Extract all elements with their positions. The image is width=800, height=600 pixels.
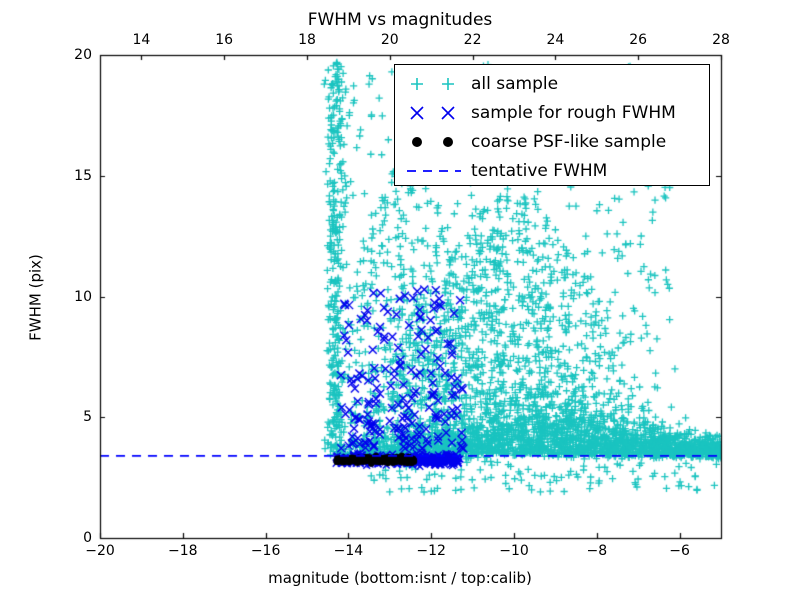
x-tick-label-bottom: −20 <box>85 543 115 559</box>
legend-item: sample for rough FWHM <box>395 98 711 128</box>
plus-icon <box>403 69 465 99</box>
x-tick-label-bottom: −12 <box>416 543 446 559</box>
legend-item: all sample <box>395 69 711 99</box>
x-tick-label-top: 18 <box>298 32 316 48</box>
dashed-line-icon <box>403 156 465 186</box>
dot-icon <box>403 127 465 157</box>
legend-item-label: tentative FWHM <box>471 161 608 181</box>
x-tick-label-top: 24 <box>546 32 565 48</box>
x-tick-label-top: 28 <box>712 32 730 48</box>
legend-item-label: sample for rough FWHM <box>471 103 676 123</box>
x-tick-label-top: 14 <box>132 32 151 48</box>
x-axis-label: magnitude (bottom:isnt / top:calib) <box>268 569 532 587</box>
y-tick-label: 0 <box>83 530 92 546</box>
legend-item-label: coarse PSF-like sample <box>471 132 667 152</box>
x-tick-label-top: 20 <box>380 32 399 48</box>
x-tick-label-bottom: −10 <box>499 543 529 559</box>
x-tick-label-bottom: −16 <box>250 543 281 559</box>
y-tick-label: 20 <box>74 47 92 63</box>
x-tick-label-top: 16 <box>215 32 234 48</box>
legend: all sample sample for rough FWHM coarse PS… <box>394 64 710 186</box>
legend-item: coarse PSF-like sample <box>395 127 711 157</box>
page-title: FWHM vs magnitudes <box>307 10 493 30</box>
x-tick-label-bottom: −14 <box>333 543 364 559</box>
x-tick-label-bottom: −8 <box>586 543 608 559</box>
x-tick-label-bottom: −18 <box>168 543 198 559</box>
legend-item: tentative FWHM <box>395 156 711 186</box>
y-tick-label: 10 <box>74 288 92 305</box>
y-tick-label: 5 <box>83 409 92 426</box>
x-tick-label-top: 26 <box>629 32 648 48</box>
x-tick-label-bottom: −6 <box>669 543 690 559</box>
y-tick-label: 15 <box>74 167 92 184</box>
y-axis-label: FWHM (pix) <box>26 254 45 341</box>
cross-icon <box>403 98 465 128</box>
x-tick-label-top: 22 <box>463 32 482 48</box>
legend-item-label: all sample <box>471 74 559 94</box>
